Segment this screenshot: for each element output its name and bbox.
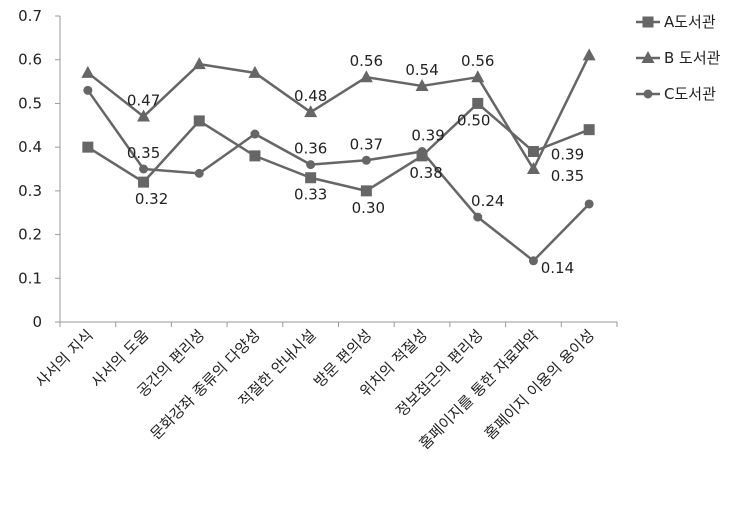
data-label: 0.48 — [294, 87, 327, 105]
data-point-circle — [528, 256, 538, 266]
data-point-square — [360, 185, 372, 197]
series-line — [87, 54, 591, 171]
series-group — [81, 48, 596, 266]
data-label: 0.56 — [461, 52, 494, 70]
data-label: 0.37 — [350, 135, 383, 153]
legend-label: B 도서관 — [664, 49, 721, 67]
data-label: 0.35 — [127, 144, 160, 162]
data-point-square — [249, 150, 261, 162]
data-label: 0.54 — [405, 61, 438, 79]
data-label: 0.38 — [409, 164, 442, 182]
data-label: 0.39 — [411, 127, 444, 145]
data-point-circle — [417, 147, 427, 157]
data-point-square — [305, 172, 317, 184]
data-point-circle — [139, 164, 149, 174]
y-tick-label: 0.4 — [18, 138, 42, 156]
data-label: 0.47 — [127, 92, 160, 110]
y-tick-label: 0.6 — [18, 51, 42, 69]
y-tick-label: 0.3 — [18, 182, 42, 200]
y-tick-label: 0.1 — [18, 269, 42, 287]
x-tick-label: 홈페이지 이용의 용이성 — [481, 326, 598, 443]
data-point-circle — [584, 199, 594, 209]
legend-item: C도서관 — [636, 85, 716, 103]
y-tick-label: 0.2 — [18, 226, 42, 244]
y-tick-label: 0.7 — [18, 7, 42, 25]
legend-label: C도서관 — [664, 85, 716, 103]
data-point-triangle — [415, 78, 429, 91]
legend-item: A도서관 — [636, 13, 716, 31]
data-point-square — [583, 124, 595, 136]
data-label: 0.30 — [352, 199, 385, 217]
data-point-square — [193, 115, 205, 127]
y-tick-label: 0 — [32, 313, 42, 331]
data-label: 0.32 — [135, 190, 168, 208]
series-1 — [81, 48, 596, 174]
x-tick-label: 사서의 지식 — [32, 326, 97, 391]
legend-marker — [642, 16, 654, 28]
data-label: 0.39 — [551, 146, 584, 164]
x-tick-label: 문화강좌 종류의 다양성 — [147, 326, 264, 443]
data-point-circle — [250, 129, 260, 139]
data-point-triangle — [471, 70, 485, 83]
data-point-triangle — [192, 57, 206, 70]
data-point-triangle — [248, 65, 262, 78]
legend-item: B 도서관 — [636, 49, 721, 67]
data-point-square — [472, 97, 484, 109]
data-point-square — [82, 141, 94, 153]
data-point-triangle — [304, 105, 318, 118]
data-point-circle — [306, 160, 316, 170]
data-label: 0.36 — [294, 140, 327, 158]
series-line — [87, 102, 590, 193]
data-label: 0.50 — [457, 111, 490, 129]
legend-marker — [641, 51, 655, 63]
series-line — [86, 89, 591, 263]
data-label: 0.33 — [294, 186, 327, 204]
data-point-triangle — [526, 162, 540, 174]
data-point-triangle — [137, 109, 151, 122]
data-point-circle — [361, 155, 371, 165]
data-point-square — [527, 146, 539, 158]
data-label: 0.35 — [551, 167, 584, 185]
data-point-triangle — [81, 65, 95, 78]
y-tick-label: 0.5 — [18, 94, 42, 112]
data-point-circle — [83, 85, 93, 95]
data-point-square — [138, 176, 150, 188]
data-label: 0.56 — [350, 52, 383, 70]
series-2 — [83, 85, 594, 266]
data-label: 0.24 — [471, 192, 504, 210]
data-point-triangle — [582, 48, 596, 61]
data-point-triangle — [359, 70, 373, 83]
legend-marker — [643, 89, 653, 99]
data-labels: 0.32 0.33 0.30 0.38 0.50 0.39 0.47 0.48 0.56 0.54… — [127, 52, 584, 277]
legend-label: A도서관 — [664, 13, 716, 31]
data-point-circle — [194, 168, 204, 178]
data-label: 0.14 — [541, 259, 574, 277]
legend: A도서관 B 도서관 C도서관 — [636, 13, 721, 103]
data-point-circle — [473, 212, 483, 222]
